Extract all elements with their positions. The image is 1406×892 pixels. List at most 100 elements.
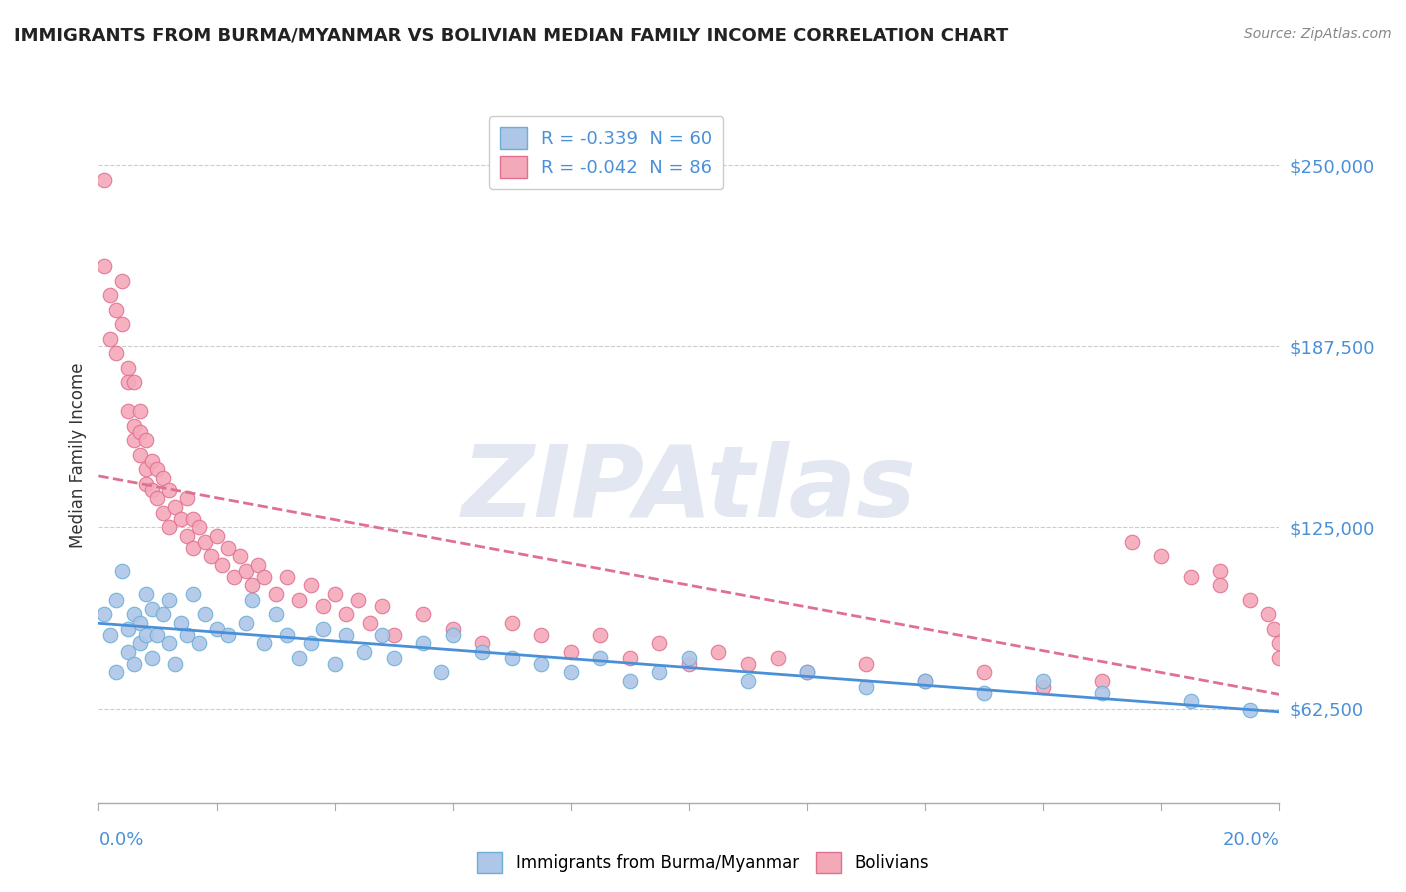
Point: [347, 592, 370, 607]
Point: [170, 511, 193, 525]
Point: [128, 448, 150, 462]
Point: [141, 453, 163, 467]
Point: [181, 541, 204, 555]
Point: [973, 685, 995, 699]
Point: [235, 564, 257, 578]
Point: [211, 558, 233, 573]
Point: [105, 592, 128, 607]
Point: [371, 628, 394, 642]
Point: [382, 651, 405, 665]
Point: [501, 615, 523, 630]
Point: [105, 346, 128, 360]
Point: [619, 674, 641, 689]
Point: [165, 500, 187, 514]
Point: [157, 636, 180, 650]
Point: [194, 534, 217, 549]
Point: [141, 601, 163, 615]
Point: [152, 607, 174, 622]
Point: [648, 665, 671, 680]
Point: [1239, 703, 1261, 717]
Point: [146, 462, 169, 476]
Point: [1239, 592, 1261, 607]
Point: [335, 607, 357, 622]
Point: [589, 651, 612, 665]
Point: [98, 628, 121, 642]
Point: [135, 434, 157, 448]
Point: [117, 376, 139, 390]
Point: [128, 404, 150, 418]
Point: [253, 570, 276, 584]
Point: [312, 622, 335, 636]
Point: [152, 471, 174, 485]
Point: [441, 628, 464, 642]
Point: [235, 615, 257, 630]
Point: [128, 615, 150, 630]
Point: [1121, 534, 1143, 549]
Point: [217, 541, 239, 555]
Point: [98, 332, 121, 346]
Point: [264, 607, 287, 622]
Point: [176, 529, 198, 543]
Point: [678, 651, 700, 665]
Point: [1209, 564, 1232, 578]
Point: [707, 645, 730, 659]
Point: [105, 302, 128, 317]
Point: [299, 578, 322, 592]
Point: [619, 651, 641, 665]
Point: [1180, 694, 1202, 708]
Point: [371, 599, 394, 613]
Point: [530, 628, 553, 642]
Point: [359, 615, 381, 630]
Point: [471, 636, 494, 650]
Point: [205, 529, 228, 543]
Point: [560, 645, 582, 659]
Point: [1091, 685, 1114, 699]
Point: [796, 665, 818, 680]
Point: [157, 520, 180, 534]
Point: [855, 657, 877, 671]
Point: [276, 628, 298, 642]
Point: [855, 680, 877, 694]
Point: [224, 570, 246, 584]
Point: [973, 665, 995, 680]
Point: [1263, 622, 1285, 636]
Point: [122, 434, 145, 448]
Point: [157, 592, 180, 607]
Point: [1209, 578, 1232, 592]
Point: [530, 657, 553, 671]
Point: [648, 636, 671, 650]
Point: [737, 657, 759, 671]
Point: [914, 674, 936, 689]
Point: [122, 376, 145, 390]
Point: [560, 665, 582, 680]
Point: [194, 607, 217, 622]
Point: [176, 628, 198, 642]
Point: [323, 657, 346, 671]
Point: [111, 274, 134, 288]
Point: [117, 404, 139, 418]
Point: [111, 318, 134, 332]
Point: [141, 483, 163, 497]
Point: [128, 636, 150, 650]
Point: [353, 645, 375, 659]
Point: [737, 674, 759, 689]
Point: [335, 628, 357, 642]
Point: [589, 628, 612, 642]
Point: [323, 587, 346, 601]
Point: [264, 587, 287, 601]
Point: [253, 636, 276, 650]
Point: [276, 570, 298, 584]
Point: [176, 491, 198, 506]
Point: [312, 599, 335, 613]
Point: [288, 592, 311, 607]
Point: [766, 651, 789, 665]
Point: [1268, 636, 1291, 650]
Point: [146, 628, 169, 642]
Point: [135, 462, 157, 476]
Point: [117, 622, 139, 636]
Point: [122, 418, 145, 433]
Legend: R = -0.339  N = 60, R = -0.042  N = 86: R = -0.339 N = 60, R = -0.042 N = 86: [489, 116, 724, 189]
Point: [111, 564, 134, 578]
Point: [152, 506, 174, 520]
Point: [430, 665, 453, 680]
